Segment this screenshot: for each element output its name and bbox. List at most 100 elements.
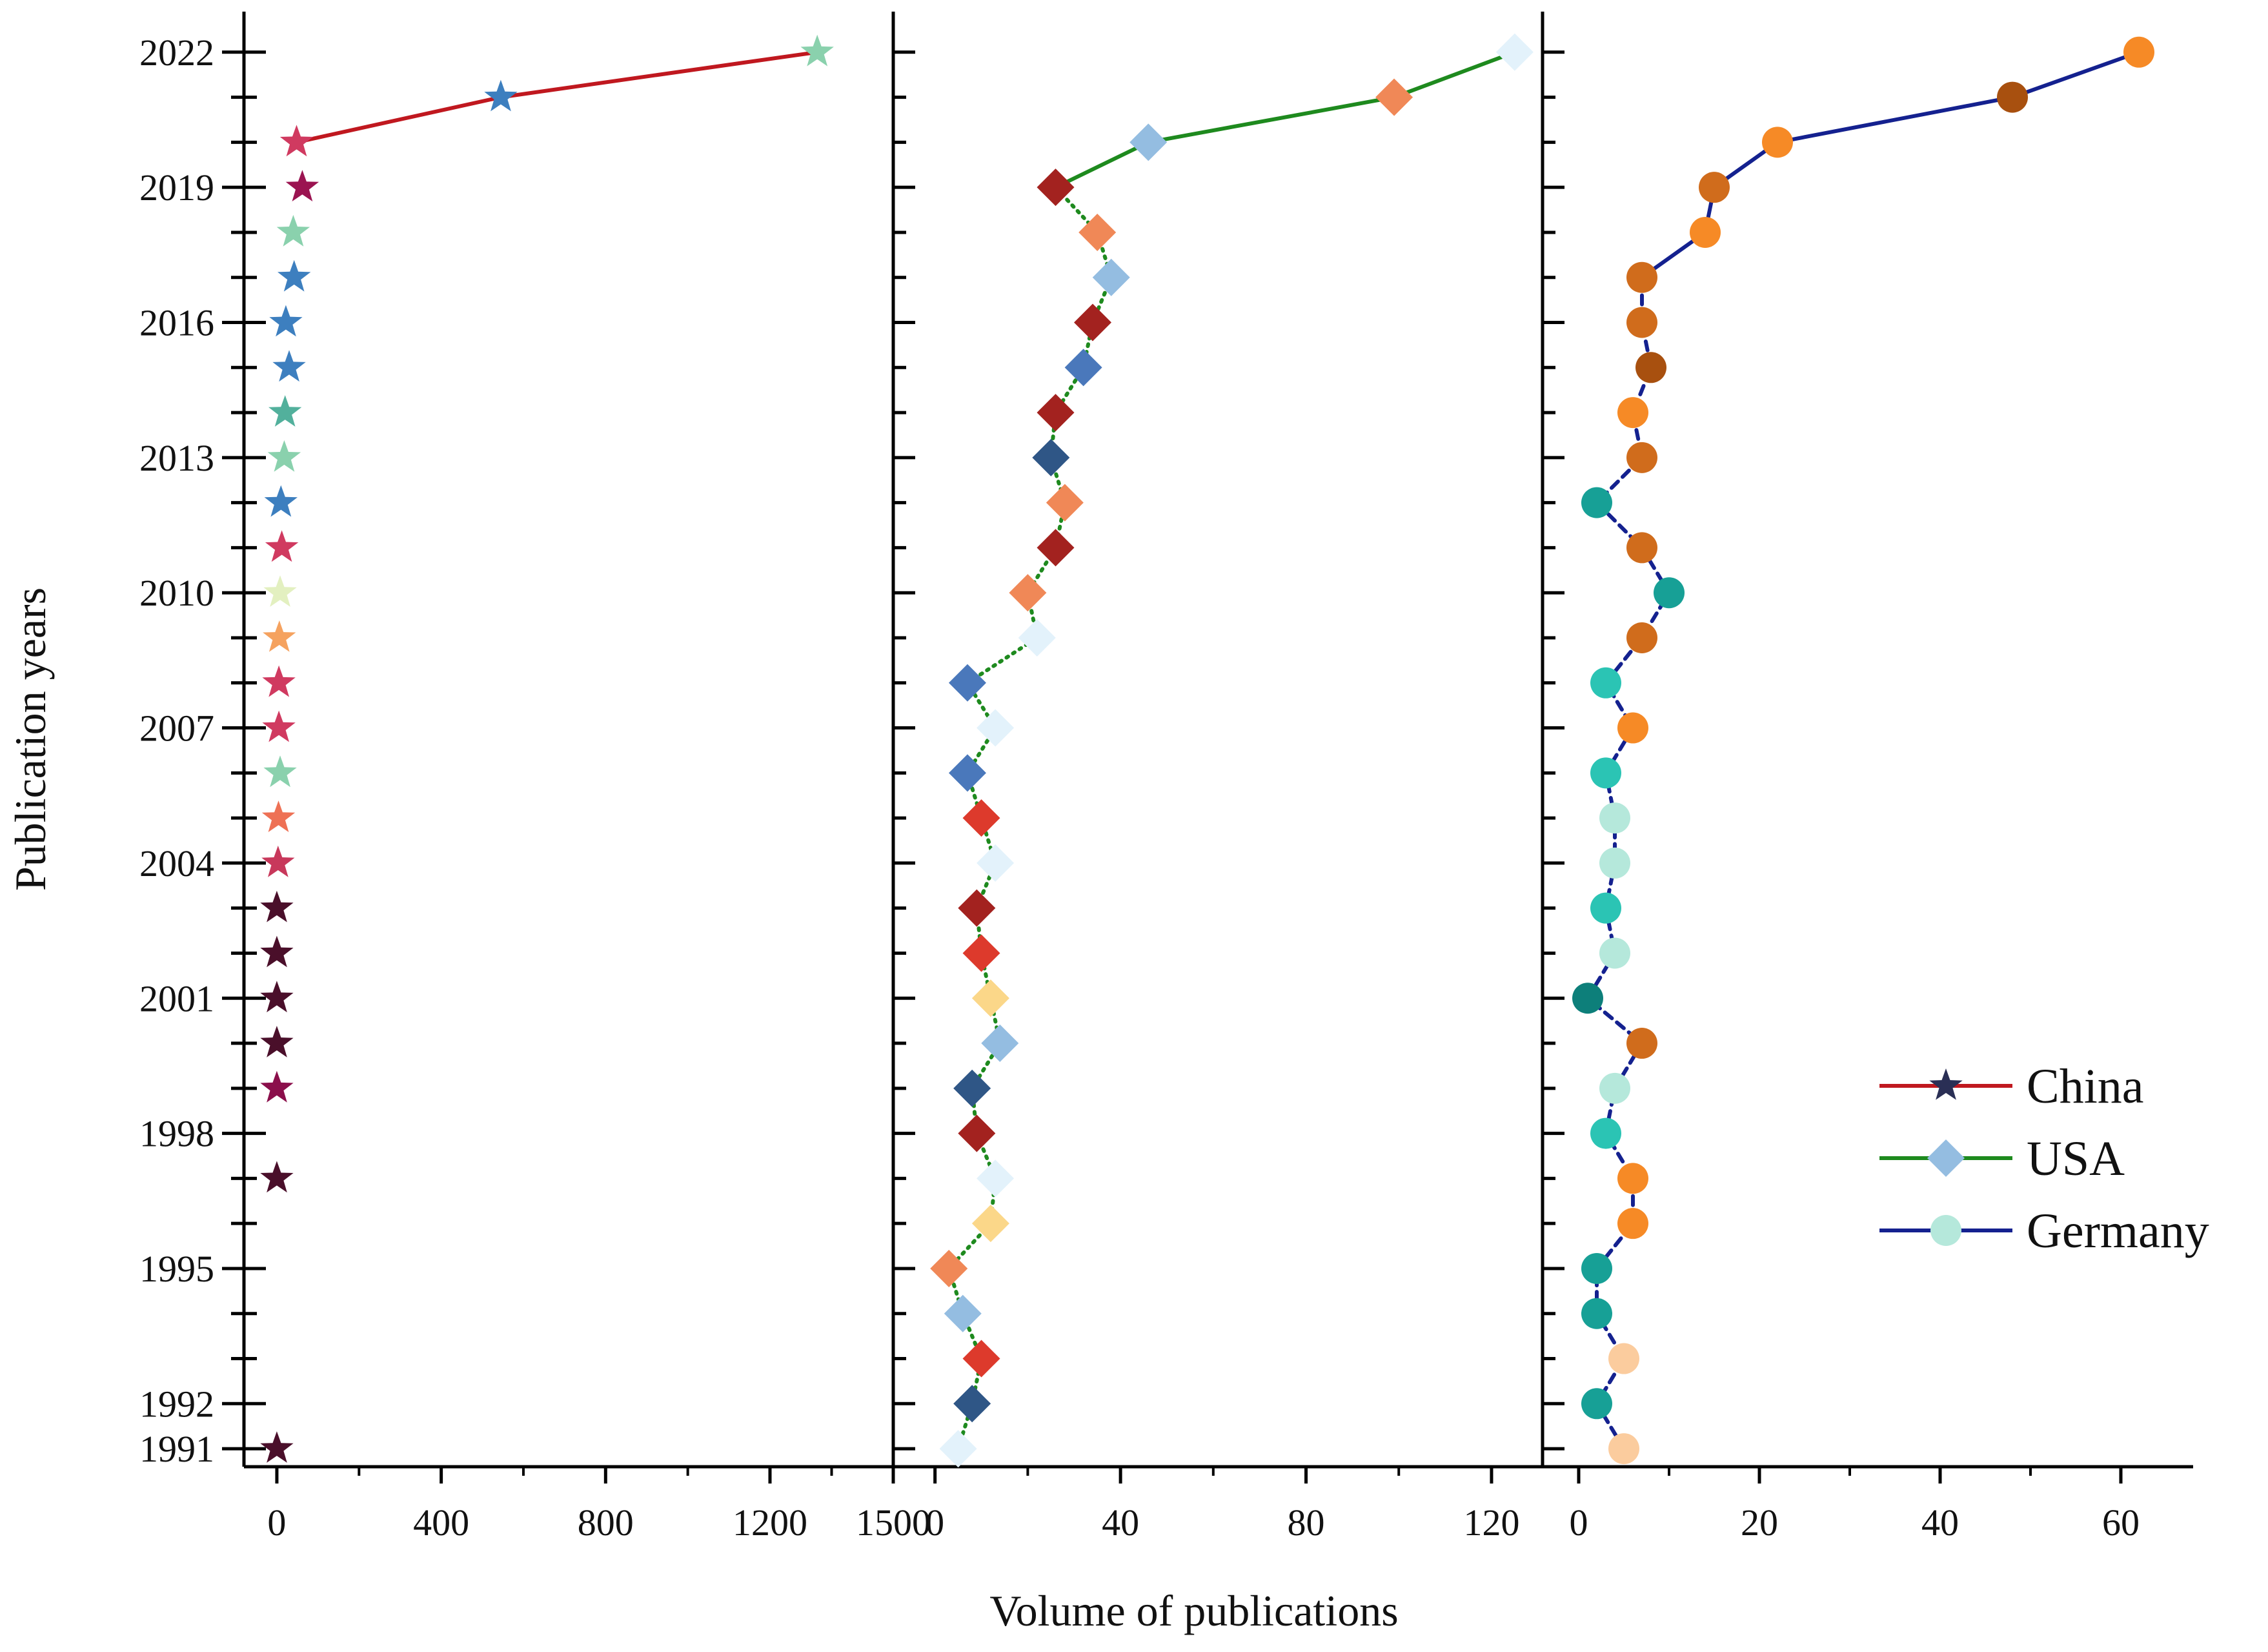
data-point-1994 <box>1581 1298 1612 1329</box>
data-point-2007 <box>262 710 296 742</box>
data-point-2012 <box>264 485 298 517</box>
data-point-2004 <box>261 845 295 877</box>
data-point-2020 <box>1762 127 1793 158</box>
x-tick-label: 800 <box>578 1502 634 1544</box>
data-point-2012 <box>1581 487 1612 518</box>
data-point-2021 <box>484 79 518 112</box>
x-tick-label: 0 <box>926 1502 944 1544</box>
data-point-2015 <box>1064 349 1102 387</box>
x-tick-label: 60 <box>2102 1502 2140 1544</box>
data-point-2002 <box>962 934 1000 972</box>
x-tick-label: 0 <box>1570 1502 1588 1544</box>
data-point-2003 <box>1590 892 1621 924</box>
data-point-2022 <box>1495 33 1534 71</box>
data-point-2009 <box>263 620 296 652</box>
labels-layer: Publication years Volume of publications… <box>6 32 2140 1635</box>
data-point-2020 <box>1129 123 1168 161</box>
data-point-2017 <box>1626 261 1657 293</box>
data-point-2018 <box>276 214 310 247</box>
x-tick-label: 400 <box>413 1502 469 1544</box>
data-point-2000 <box>260 1026 294 1057</box>
x-tick-label: 120 <box>1463 1502 1519 1544</box>
y-tick-label: 2004 <box>139 842 214 884</box>
legend-label: USA <box>2027 1132 2125 1186</box>
x-tick-label: 0 <box>267 1502 286 1544</box>
data-point-2004 <box>1599 847 1630 879</box>
data-point-2010 <box>1009 574 1047 612</box>
data-point-2008 <box>262 665 296 697</box>
data-point-2004 <box>977 844 1015 882</box>
data-point-2021 <box>1375 78 1413 116</box>
y-tick-label: 2007 <box>139 708 214 750</box>
data-point-2007 <box>977 709 1015 747</box>
data-point-2015 <box>1635 352 1666 383</box>
y-tick-label: 2010 <box>139 572 214 614</box>
data-point-2013 <box>1032 438 1070 476</box>
data-point-2013 <box>267 440 301 472</box>
data-point-2022 <box>2123 36 2154 68</box>
data-point-1991 <box>260 1431 294 1463</box>
data-point-2006 <box>1590 757 1621 789</box>
data-point-1999 <box>260 1070 294 1103</box>
data-point-2008 <box>948 664 986 702</box>
data-point-2014 <box>1037 394 1075 432</box>
y-tick-label: 1995 <box>139 1248 214 1290</box>
data-point-2021 <box>1997 81 2028 113</box>
y-tick-label: 2016 <box>139 302 214 344</box>
data-point-2018 <box>1078 213 1117 251</box>
data-point-2005 <box>261 801 296 832</box>
axes-frame <box>222 12 2193 1484</box>
data-point-2022 <box>800 34 834 66</box>
data-point-2012 <box>1046 484 1084 522</box>
x-tick-label: 1200 <box>733 1502 807 1544</box>
data-point-1993 <box>1608 1343 1639 1374</box>
y-tick-label: 1991 <box>139 1428 214 1470</box>
data-point-1995 <box>1581 1252 1612 1284</box>
series-usa <box>930 33 1534 1468</box>
data-point-2001 <box>1572 983 1603 1014</box>
data-point-2010 <box>1654 577 1685 609</box>
data-point-2017 <box>1092 258 1130 296</box>
data-point-1996 <box>971 1205 1009 1243</box>
x-tick-label: 80 <box>1288 1502 1325 1544</box>
data-point-2010 <box>263 575 297 607</box>
data-point-2016 <box>1626 307 1657 338</box>
data-point-1991 <box>1608 1433 1639 1465</box>
legend-label: China <box>2027 1059 2144 1114</box>
data-point-2007 <box>1617 712 1648 744</box>
data-point-2000 <box>1626 1028 1657 1059</box>
data-point-2016 <box>269 305 303 337</box>
data-point-2002 <box>1599 937 1630 969</box>
legend-item-usa: USA <box>1879 1132 2125 1186</box>
data-point-2001 <box>971 979 1009 1017</box>
data-point-2006 <box>263 755 297 788</box>
y-tick-label: 2019 <box>139 167 214 209</box>
data-point-2003 <box>260 890 294 923</box>
data-point-1997 <box>977 1159 1015 1198</box>
data-point-2001 <box>260 981 294 1013</box>
legend-marker-icon <box>1930 1215 1961 1246</box>
y-tick-label: 1992 <box>139 1383 214 1425</box>
data-point-2011 <box>265 530 299 562</box>
data-point-2006 <box>948 754 986 792</box>
y-tick-label: 2022 <box>139 32 214 74</box>
data-point-2019 <box>1037 168 1075 207</box>
data-point-2019 <box>285 170 319 201</box>
x-tick-label: 1500 <box>856 1502 931 1544</box>
series-germany <box>1572 36 2154 1465</box>
data-point-2009 <box>1626 622 1657 653</box>
data-point-2017 <box>278 260 311 292</box>
data-point-2018 <box>1690 216 1721 248</box>
data-point-1997 <box>260 1161 294 1193</box>
y-axis-title: Publication years <box>6 587 55 891</box>
data-point-2011 <box>1037 529 1075 567</box>
data-point-2014 <box>268 395 302 427</box>
legend-item-china: China <box>1879 1059 2144 1114</box>
legend-marker-icon <box>1927 1139 1965 1177</box>
data-point-1995 <box>930 1249 968 1287</box>
data-point-2000 <box>981 1025 1019 1063</box>
data-point-1991 <box>939 1430 977 1468</box>
data-point-1994 <box>944 1294 982 1332</box>
data-point-2019 <box>1699 172 1730 203</box>
